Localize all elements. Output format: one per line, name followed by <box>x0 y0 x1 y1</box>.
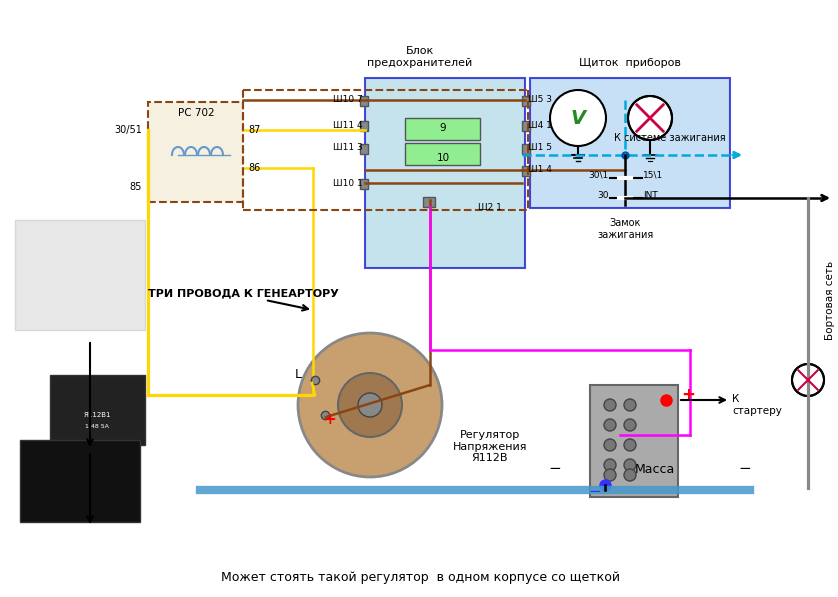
Bar <box>50 375 145 445</box>
Bar <box>360 96 368 106</box>
Text: 9: 9 <box>440 123 447 133</box>
Circle shape <box>604 469 616 481</box>
Bar <box>360 121 368 131</box>
Text: Может стоять такой регулятор  в одном корпусе со щеткой: Может стоять такой регулятор в одном кор… <box>220 571 619 584</box>
Circle shape <box>604 459 616 471</box>
Text: +: + <box>323 413 336 427</box>
Text: Ш1 5: Ш1 5 <box>528 143 552 152</box>
Circle shape <box>550 90 606 146</box>
Bar <box>360 144 368 154</box>
Text: ТРИ ПРОВОДА К ГЕНЕАРТОРУ: ТРИ ПРОВОДА К ГЕНЕАРТОРУ <box>148 288 339 298</box>
Circle shape <box>358 393 382 417</box>
Text: 30/51: 30/51 <box>114 125 142 135</box>
Text: 86: 86 <box>248 163 261 173</box>
Bar <box>20 440 140 522</box>
Text: Регулятор
Напряжения
Я112В: Регулятор Напряжения Я112В <box>453 430 527 463</box>
Text: L: L <box>295 368 302 381</box>
Circle shape <box>604 419 616 431</box>
Text: 30: 30 <box>597 190 609 199</box>
Circle shape <box>624 459 636 471</box>
Text: −: − <box>738 461 752 476</box>
Text: Ш10 7: Ш10 7 <box>334 96 363 104</box>
Text: 1 48 5А: 1 48 5А <box>85 424 109 429</box>
Text: 85: 85 <box>130 182 142 192</box>
Text: 15\1: 15\1 <box>643 171 663 180</box>
Bar <box>522 166 530 176</box>
Text: 87: 87 <box>248 125 261 135</box>
Text: INT: INT <box>643 190 658 199</box>
Text: Ш11 3: Ш11 3 <box>334 143 363 152</box>
Text: К системе зажигания: К системе зажигания <box>614 133 726 143</box>
Text: 30\1: 30\1 <box>589 171 609 180</box>
Circle shape <box>604 439 616 451</box>
Text: −: − <box>588 485 602 500</box>
Text: РС 702: РС 702 <box>178 108 215 118</box>
Bar <box>522 121 530 131</box>
Text: Я112В1: Я112В1 <box>83 412 111 418</box>
Bar <box>405 118 480 140</box>
Bar <box>15 220 145 330</box>
Text: К
стартеру: К стартеру <box>732 394 782 416</box>
Bar <box>365 78 525 268</box>
Text: +: + <box>681 386 695 404</box>
Circle shape <box>604 399 616 411</box>
Bar <box>405 143 480 165</box>
Circle shape <box>624 419 636 431</box>
Text: 10: 10 <box>437 153 449 163</box>
Bar <box>590 385 678 497</box>
Text: Блок
предохранителей: Блок предохранителей <box>367 47 473 68</box>
Text: Ш1 4: Ш1 4 <box>528 165 552 174</box>
Text: Щиток  приборов: Щиток приборов <box>579 58 681 68</box>
Text: Масса: Масса <box>635 463 675 476</box>
Text: Ш5 3: Ш5 3 <box>528 96 552 104</box>
Bar <box>522 144 530 154</box>
Bar <box>530 78 730 208</box>
Text: −: − <box>549 461 561 476</box>
Bar <box>360 179 368 189</box>
Circle shape <box>624 439 636 451</box>
Text: Ш4 1: Ш4 1 <box>528 121 552 130</box>
Bar <box>148 102 243 202</box>
Circle shape <box>624 469 636 481</box>
Text: Бортовая сеть: Бортовая сеть <box>825 260 835 340</box>
Circle shape <box>628 96 672 140</box>
Text: Ш11 4: Ш11 4 <box>334 121 363 130</box>
Circle shape <box>338 373 402 437</box>
Circle shape <box>298 333 442 477</box>
Text: Ш10 1: Ш10 1 <box>334 179 363 187</box>
Text: Ш2 1: Ш2 1 <box>478 202 502 211</box>
Bar <box>423 197 435 207</box>
Circle shape <box>792 364 824 396</box>
Text: Замок
зажигания: Замок зажигания <box>597 218 653 239</box>
Bar <box>522 96 530 106</box>
Text: V: V <box>571 109 586 128</box>
Circle shape <box>624 399 636 411</box>
